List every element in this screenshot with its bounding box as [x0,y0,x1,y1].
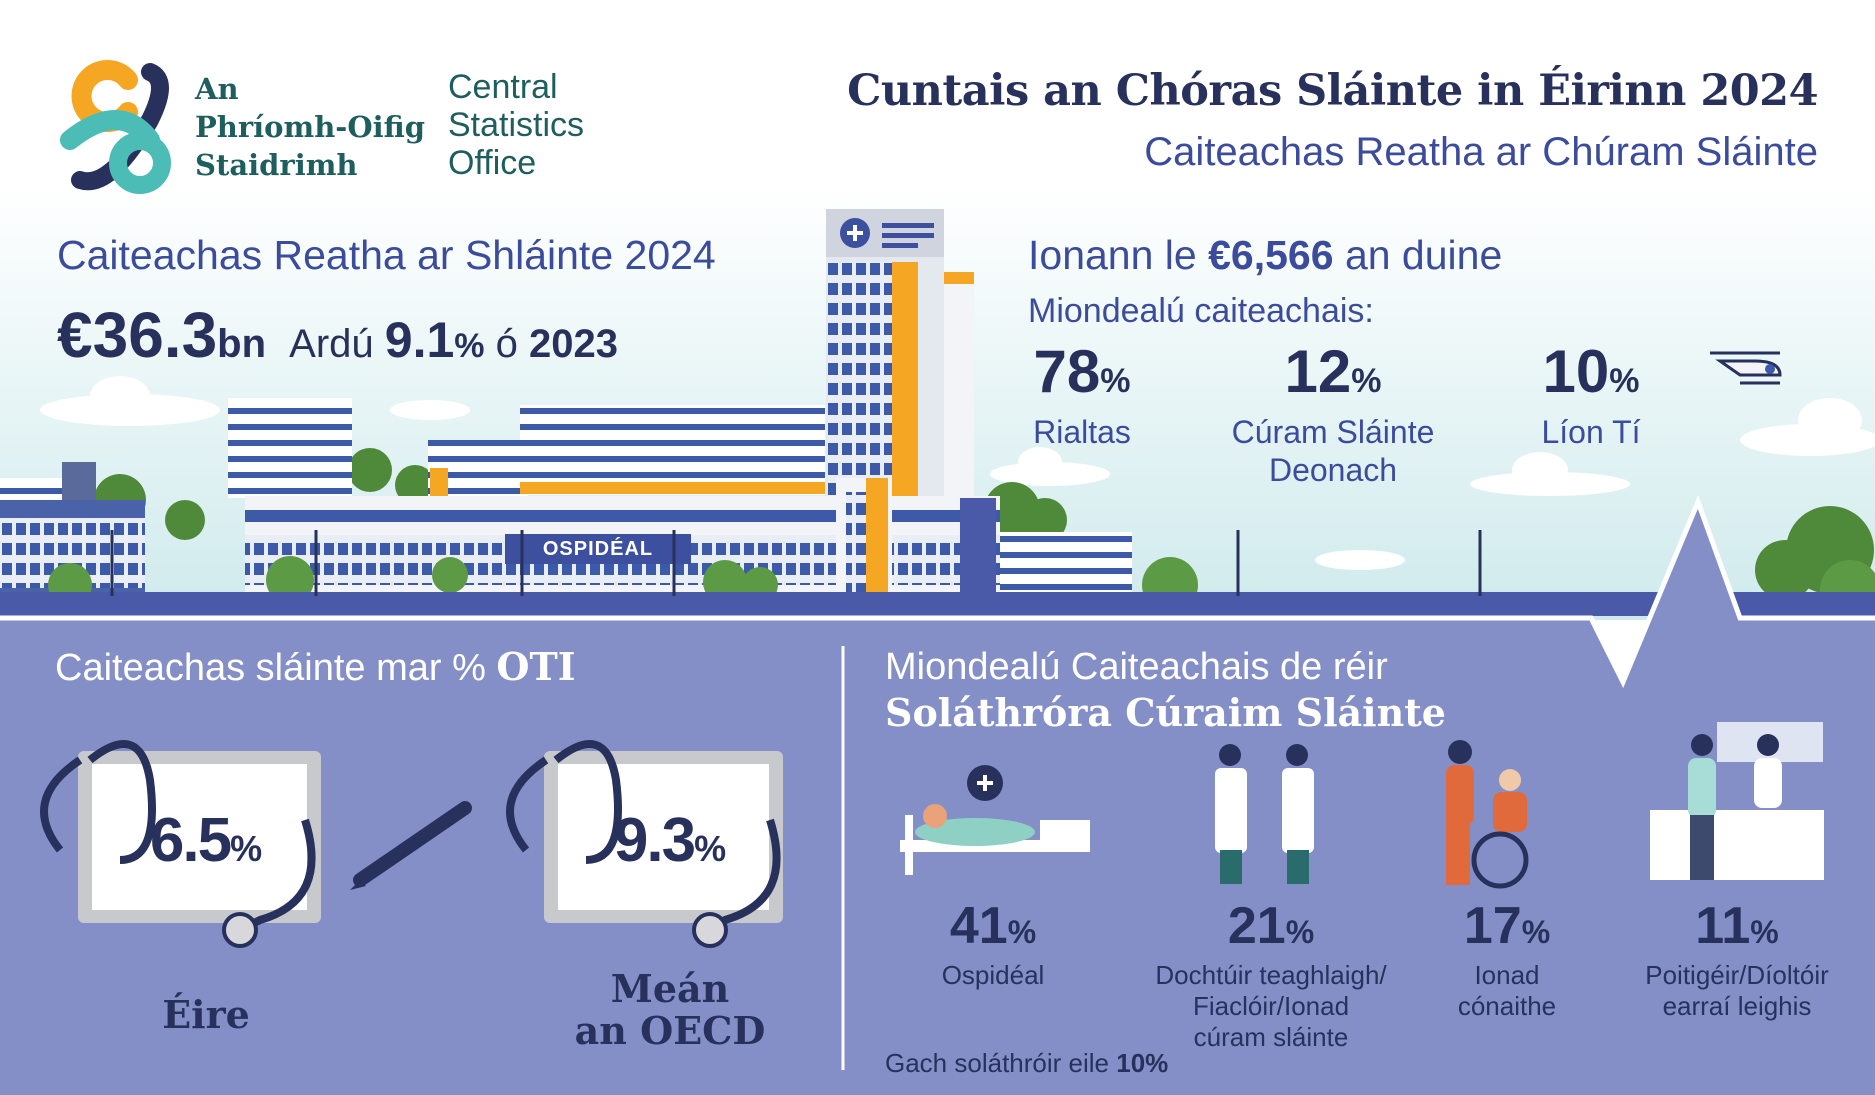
other-providers: Gach soláthróir eile 10% [885,1048,1168,1079]
stat-label: Deonach [1268,452,1398,488]
stat-label: Poitigéir/Díoltóir [1645,960,1829,990]
providers-heading-text: Miondealú Caiteachais de réir [885,646,1388,688]
per-person-suffix: an duine [1344,232,1503,278]
stat-label: Rialtas [1033,414,1131,450]
unit: % [1750,914,1779,950]
stat: 10% Líon Tí [1541,340,1640,451]
stat-label: Líon Tí [1541,414,1641,450]
per-person: Ionann le €6,566 an duine [1028,232,1502,279]
gdp-value: 9.3% [614,805,726,876]
gdp-heading-bold: OTI [496,644,576,689]
stat: 12% Cúram Sláinte Deonach [1232,340,1435,489]
stat-label: cúram sláinte [1193,1022,1349,1052]
value: 11 [1695,897,1751,955]
stat-label: Cúram Sláinte [1231,414,1435,450]
unit: % [230,828,263,869]
other-label: Gach soláthróir eile [885,1048,1109,1078]
stat: 17% Ionad cónaithe [1458,898,1556,1022]
stat-label: Ospidéal [941,960,1045,990]
logo-line: Staidrimh [195,148,358,182]
gdp-label-line: Meán [610,966,730,1011]
stat: 11% Poitigéir/Díoltóir earraí leighis [1645,898,1829,1022]
gdp-label-line: Éire [162,992,250,1037]
providers-heading: Miondealú Caiteachais de réir Soláthróra… [885,644,1446,736]
logo-line: Office [448,144,537,182]
gdp-value: 6.5% [150,805,262,876]
increase-label: Ardú [289,322,374,366]
value: 17 [1463,897,1522,955]
breakdown-heading: Miondealú caiteachais: [1028,292,1374,330]
expenditure-heading: Caiteachas Reatha ar Shláinte 2024 [57,232,716,278]
unit: % [694,828,727,869]
unit: % [1007,914,1037,950]
stat-label: Ionad [1474,960,1540,990]
other-value: 10 [1116,1048,1146,1078]
expenditure-figures: €36.3bn Ardú 9.1% ó 2023 [57,298,618,372]
logo-line: An [195,72,239,106]
gdp-label: Meán an OECD [575,968,766,1052]
gdp-label-line: an OECD [574,1008,766,1053]
amount: €36.3 [57,299,218,371]
unit: % [1609,362,1640,400]
logo-line: Phríomh-Oifig [195,110,425,144]
value: 78 [1033,338,1101,405]
stat-value: 12% [1232,340,1435,413]
stat-label: cónaithe [1457,991,1557,1021]
stat-value: 10% [1541,340,1640,413]
per-person-amount: €6,566 [1208,232,1334,278]
since-label: ó [495,322,518,366]
value: 6.5 [149,806,232,875]
logo-irish: An Phríomh-Oifig Staidrimh [195,70,425,184]
unit: % [1100,362,1131,400]
other-unit: % [1145,1048,1169,1078]
increase-unit: % [454,327,485,365]
unit: % [1351,362,1382,400]
stat: 21% Dochtúir teaghlaigh/Fiaclóir/Ionad cúr… [1155,898,1386,1053]
providers-heading-bold: Soláthróra Cúraim Sláinte [885,690,1446,735]
building-sign: OSPIDÉAL [542,538,654,560]
value: 12 [1284,338,1352,405]
logo-english: Central Statistics Office [448,68,584,182]
stat-label: Dochtúir teaghlaigh/ [1155,960,1387,990]
unit: % [1285,914,1315,950]
stat-label: earraí leighis [1662,991,1812,1021]
subtitle: Caiteachas Reatha ar Chúram Sláinte [1144,130,1818,174]
stat: 41% Ospidéal [942,898,1045,991]
value: 10 [1542,338,1610,405]
stat-value: 11% [1645,898,1829,960]
gdp-heading-text: Caiteachas sláinte mar % [55,647,486,689]
gdp-heading: Caiteachas sláinte mar % OTI [55,644,576,690]
amount-unit: bn [217,322,267,366]
value: 41 [949,897,1008,955]
gdp-label: Éire [162,994,250,1036]
stat-value: 21% [1155,898,1386,960]
title: Cuntais an Chóras Sláinte in Éirinn 2024 [847,66,1818,116]
stat-label: Fiaclóir/Ionad [1192,991,1350,1021]
value: 21 [1227,897,1286,955]
stat-value: 41% [942,898,1045,960]
stat: 78% Rialtas [1033,340,1131,451]
logo-line: Central [448,68,558,106]
stat-value: 17% [1458,898,1556,960]
since-year: 2023 [529,322,619,366]
value: 9.3 [613,806,696,875]
increase: 9.1 [384,312,455,368]
unit: % [1521,914,1551,950]
stat-value: 78% [1033,340,1131,413]
per-person-prefix: Ionann le [1028,232,1197,278]
logo-line: Statistics [448,106,585,144]
